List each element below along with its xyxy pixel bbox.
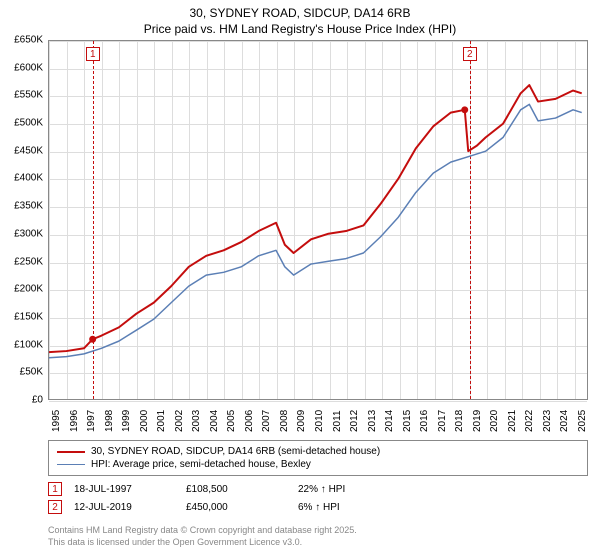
legend: 30, SYDNEY ROAD, SIDCUP, DA14 6RB (semi-… <box>48 440 588 476</box>
copyright-line2: This data is licensed under the Open Gov… <box>48 537 588 549</box>
x-tick-label: 2021 <box>507 410 518 432</box>
annotation-price: £108,500 <box>186 484 286 495</box>
annotation-note: 22% ↑ HPI <box>298 484 398 495</box>
chart-container: 30, SYDNEY ROAD, SIDCUP, DA14 6RB Price … <box>0 0 600 560</box>
y-tick-label: £650K <box>14 35 43 46</box>
x-tick-label: 2003 <box>191 410 202 432</box>
annotation-price: £450,000 <box>186 502 286 513</box>
y-tick-label: £200K <box>14 284 43 295</box>
annotation-row: 2 12-JUL-2019 £450,000 6% ↑ HPI <box>48 498 588 516</box>
x-tick-label: 2006 <box>244 410 255 432</box>
legend-swatch <box>57 451 85 453</box>
x-tick-label: 2015 <box>402 410 413 432</box>
x-tick-label: 2025 <box>577 410 588 432</box>
x-tick-label: 2017 <box>437 410 448 432</box>
copyright: Contains HM Land Registry data © Crown c… <box>48 525 588 548</box>
x-tick-label: 2007 <box>261 410 272 432</box>
copyright-line1: Contains HM Land Registry data © Crown c… <box>48 525 588 537</box>
y-tick-label: £400K <box>14 173 43 184</box>
y-tick-label: £150K <box>14 311 43 322</box>
series-price_paid <box>49 85 582 352</box>
annotation-badge: 1 <box>48 482 62 496</box>
x-tick-label: 2005 <box>226 410 237 432</box>
annotation-note: 6% ↑ HPI <box>298 502 398 513</box>
x-tick-label: 2014 <box>384 410 395 432</box>
y-tick-label: £100K <box>14 339 43 350</box>
sale-point-marker <box>461 106 468 113</box>
legend-label: 30, SYDNEY ROAD, SIDCUP, DA14 6RB (semi-… <box>91 446 380 457</box>
y-tick-label: £50K <box>20 367 43 378</box>
x-tick-label: 2020 <box>489 410 500 432</box>
x-tick-label: 2023 <box>542 410 553 432</box>
x-tick-label: 2019 <box>472 410 483 432</box>
legend-row: 30, SYDNEY ROAD, SIDCUP, DA14 6RB (semi-… <box>57 445 579 458</box>
x-tick-label: 2018 <box>454 410 465 432</box>
x-tick-label: 1996 <box>69 410 80 432</box>
annotation-row: 1 18-JUL-1997 £108,500 22% ↑ HPI <box>48 480 588 498</box>
x-tick-label: 2024 <box>559 410 570 432</box>
legend-label: HPI: Average price, semi-detached house,… <box>91 459 311 470</box>
x-tick-label: 2009 <box>296 410 307 432</box>
y-tick-label: £0 <box>32 395 43 406</box>
annotation-date: 18-JUL-1997 <box>74 484 174 495</box>
x-tick-label: 2001 <box>156 410 167 432</box>
y-tick-label: £350K <box>14 201 43 212</box>
title-line1: 30, SYDNEY ROAD, SIDCUP, DA14 6RB <box>0 6 600 22</box>
x-tick-label: 2010 <box>314 410 325 432</box>
x-tick-label: 2022 <box>524 410 535 432</box>
title-block: 30, SYDNEY ROAD, SIDCUP, DA14 6RB Price … <box>0 0 600 37</box>
plot-region: 12 <box>48 40 588 400</box>
y-tick-label: £600K <box>14 62 43 73</box>
chart-area: 12 £0£50K£100K£150K£200K£250K£300K£350K£… <box>48 40 588 400</box>
legend-row: HPI: Average price, semi-detached house,… <box>57 458 579 471</box>
y-tick-label: £450K <box>14 145 43 156</box>
legend-swatch <box>57 464 85 466</box>
annotation-badge: 2 <box>48 500 62 514</box>
x-tick-label: 1997 <box>86 410 97 432</box>
y-tick-label: £550K <box>14 90 43 101</box>
y-tick-label: £500K <box>14 118 43 129</box>
sale-point-marker <box>89 336 96 343</box>
annotation-table: 1 18-JUL-1997 £108,500 22% ↑ HPI 2 12-JUL-201… <box>48 480 588 516</box>
y-tick-label: £250K <box>14 256 43 267</box>
x-tick-label: 2008 <box>279 410 290 432</box>
x-tick-label: 2013 <box>367 410 378 432</box>
annotation-date: 12-JUL-2019 <box>74 502 174 513</box>
x-tick-label: 2000 <box>139 410 150 432</box>
x-tick-label: 2016 <box>419 410 430 432</box>
series-svg <box>49 41 587 399</box>
x-tick-label: 2002 <box>174 410 185 432</box>
x-tick-label: 2012 <box>349 410 360 432</box>
y-tick-label: £300K <box>14 228 43 239</box>
x-tick-label: 2011 <box>332 410 343 432</box>
x-tick-label: 1998 <box>104 410 115 432</box>
title-line2: Price paid vs. HM Land Registry's House … <box>0 22 600 38</box>
grid-line-h <box>49 401 587 402</box>
x-tick-label: 1995 <box>51 410 62 432</box>
x-tick-label: 2004 <box>209 410 220 432</box>
x-tick-label: 1999 <box>121 410 132 432</box>
